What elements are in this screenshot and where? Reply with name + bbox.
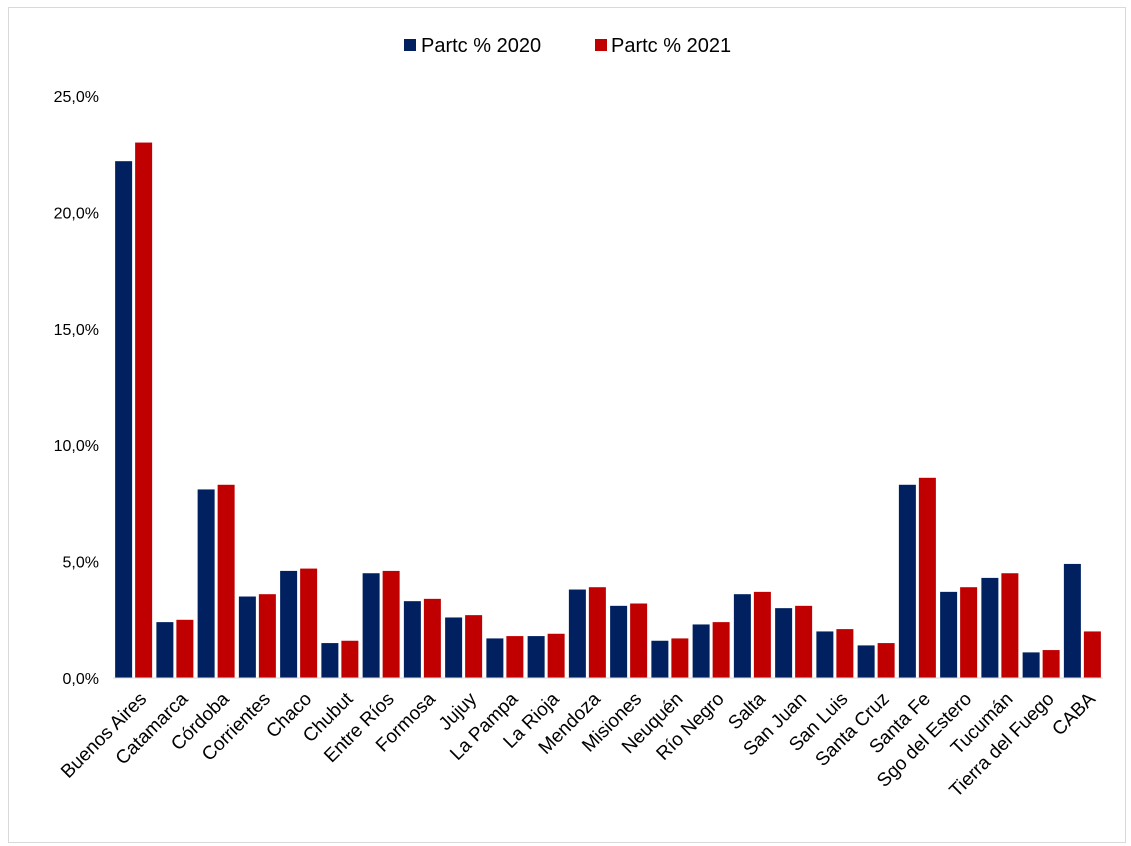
bar-series-1	[651, 640, 669, 678]
bar-group	[898, 477, 936, 678]
bar-series-1	[403, 601, 421, 678]
bar-group	[403, 598, 441, 678]
bar-series-2	[588, 587, 606, 678]
bar-series-2	[877, 643, 895, 678]
bar-series-2	[960, 587, 978, 678]
bar-group	[775, 605, 813, 678]
bar-series-1	[156, 622, 174, 678]
bar-series-2	[836, 629, 854, 678]
bar-series-2	[1083, 631, 1101, 678]
y-tick-label: 25,0%	[54, 89, 99, 106]
bar-group	[981, 573, 1019, 678]
bar-series-1	[775, 608, 793, 678]
bar-series-1	[197, 489, 215, 678]
bar-series-2	[630, 603, 648, 678]
legend-label: Partc % 2020	[421, 35, 541, 57]
bar-series-2	[1001, 573, 1019, 678]
bar-series-2	[1042, 650, 1060, 678]
y-tick-label: 15,0%	[54, 322, 99, 339]
bar-group	[816, 629, 854, 678]
bar-series-2	[382, 570, 400, 678]
bar-series-2	[753, 591, 771, 678]
bar-group	[115, 142, 153, 678]
bar-group	[1022, 650, 1060, 678]
bar-series-1	[857, 645, 875, 678]
y-tick-label: 20,0%	[54, 205, 99, 222]
x-axis: Buenos AiresCatamarcaCórdobaCorrientesCh…	[57, 677, 1103, 802]
bar-group	[156, 619, 194, 678]
bar-series-2	[300, 568, 318, 678]
bar-series-2	[712, 622, 730, 678]
bar-series-2	[465, 615, 483, 678]
bar-series-1	[1063, 563, 1081, 678]
bar-series-2	[918, 477, 936, 678]
bar-series-2	[135, 142, 153, 678]
x-category-label: CABA	[1048, 688, 1100, 740]
y-tick-label: 10,0%	[54, 438, 99, 455]
bar-series-1	[445, 617, 463, 678]
bar-series-1	[610, 605, 628, 678]
bar-group	[692, 622, 730, 678]
bar-group	[857, 643, 895, 678]
bar-series-2	[506, 636, 524, 678]
bar-series-1	[486, 638, 504, 678]
bar-group	[733, 591, 771, 678]
bar-series-2	[671, 638, 689, 678]
bar-series-1	[692, 624, 710, 678]
legend: Partc % 2020 Partc % 2021	[404, 35, 731, 57]
bar-series-1	[321, 643, 339, 678]
bar-series-2	[217, 484, 235, 678]
bar-series-1	[816, 631, 834, 678]
bar-series-1	[940, 591, 958, 678]
legend-swatch	[595, 39, 607, 51]
bar-series-1	[238, 596, 256, 678]
bar-series-1	[898, 484, 916, 678]
y-tick-label: 0,0%	[63, 671, 99, 688]
bar-series-2	[341, 640, 359, 678]
bar-series-2	[423, 598, 441, 678]
bar-series-2	[795, 605, 813, 678]
bar-group	[321, 640, 359, 678]
bar-group	[362, 570, 400, 678]
y-axis: 0,0% 5,0% 10,0% 15,0% 20,0% 25,0%	[54, 89, 99, 688]
bar-group	[1063, 563, 1101, 678]
bar-group	[486, 636, 524, 678]
legend-swatch	[404, 39, 416, 51]
bar-group	[445, 615, 483, 678]
bar-group	[610, 603, 648, 678]
bar-series-1	[115, 161, 133, 678]
bar-group	[568, 587, 606, 678]
chart-frame	[8, 7, 1126, 843]
bar-series-2	[547, 633, 565, 678]
bar-series-1	[568, 589, 586, 678]
legend-label: Partc % 2021	[611, 35, 731, 57]
bar-group	[197, 484, 235, 678]
bars	[115, 142, 1101, 678]
bar-series-1	[527, 636, 545, 678]
bar-group	[238, 594, 276, 678]
bar-group	[527, 633, 565, 678]
bar-group	[280, 568, 318, 678]
bar-group	[651, 638, 689, 678]
bar-series-1	[981, 577, 999, 678]
bar-series-1	[733, 594, 751, 678]
y-tick-label: 5,0%	[63, 555, 99, 572]
bar-series-2	[176, 619, 194, 678]
bar-series-1	[362, 573, 380, 678]
bar-series-2	[258, 594, 276, 678]
bar-series-1	[280, 570, 298, 678]
bar-group	[940, 587, 978, 678]
bar-series-1	[1022, 652, 1040, 678]
